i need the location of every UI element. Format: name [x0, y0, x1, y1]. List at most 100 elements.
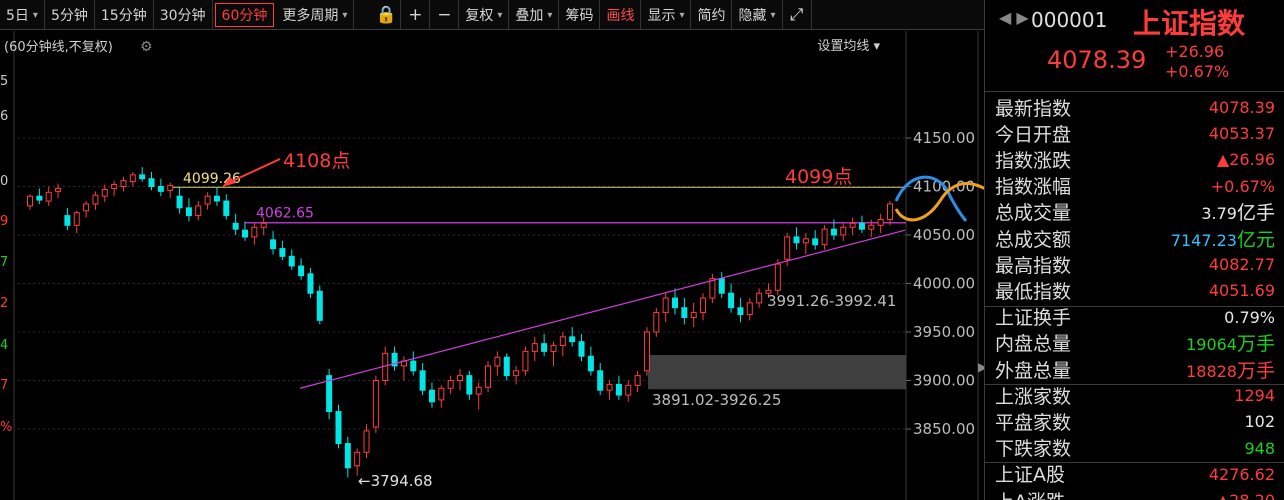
candle-body: [858, 222, 865, 230]
candle-body: [92, 194, 99, 205]
caret-down-icon: ▾: [770, 9, 776, 21]
left-edge-label: 7: [0, 378, 8, 393]
kline-chart-canvas[interactable]: (60分钟线,不复权) ⚙ 设置均线 ▾56097247%4150.004100.0…: [0, 31, 984, 500]
tool-button-0[interactable]: 复权 ▾: [459, 0, 510, 30]
candle-body: [83, 203, 90, 212]
y-tick-label: 3850.00: [913, 420, 975, 438]
stat-number: 7147.23: [1170, 230, 1237, 250]
left-edge-label: %: [0, 420, 12, 435]
candle-body: [868, 224, 875, 230]
stat-number: 4276.62: [1208, 464, 1275, 484]
candle-body: [522, 350, 529, 372]
quote-header: ◀ ▶ 000001 上证指数 4078.39 +26.96 +0.67%: [985, 0, 1284, 92]
lock-icon[interactable]: 🔒: [372, 0, 402, 30]
tool-button-5-label: 简约: [697, 8, 726, 24]
left-edge-label: 9: [0, 214, 8, 229]
stat-value: 7147.23亿元: [1171, 225, 1275, 252]
candle-body: [662, 297, 669, 314]
stat-label: 最新指数: [995, 97, 1072, 120]
stat-value: 4082.77: [1209, 253, 1275, 275]
stat-number: +0.67%: [1210, 176, 1275, 196]
arrow-head-icon: [222, 177, 236, 187]
tool-button-2[interactable]: 筹码: [559, 0, 601, 30]
candle-body: [559, 336, 566, 347]
stat-value: ▲26.96: [1217, 148, 1275, 170]
range-label-1: 3991.26-3992.41: [767, 292, 896, 310]
candle-body: [485, 365, 492, 388]
stat-value: 18828万手: [1186, 356, 1275, 383]
expand-icon[interactable]: ⤢: [783, 0, 812, 30]
candle-body: [428, 389, 435, 403]
candle-body: [643, 331, 650, 372]
candle-body: [830, 228, 837, 236]
candle-body: [73, 212, 80, 226]
collapse-panel-handle[interactable]: ▶: [978, 360, 988, 374]
candle-body: [793, 236, 800, 244]
candle-body: [746, 302, 753, 316]
stat-label: 指数涨幅: [995, 176, 1072, 199]
stat-value: 3.79亿手: [1201, 198, 1275, 225]
tool-button-6[interactable]: 隐藏 ▾: [732, 0, 783, 30]
stat-row: 外盘总量 18828万手: [995, 356, 1275, 382]
stat-row: 最低指数 4051.69: [995, 277, 1275, 303]
tool-button-4[interactable]: 显示 ▾: [641, 0, 692, 30]
stat-unit: 万手: [1236, 359, 1275, 382]
candle-body: [466, 375, 473, 395]
stat-row: 上证A股 4276.62: [995, 461, 1275, 487]
period-tab-2[interactable]: 15分钟: [95, 0, 154, 30]
candle-body: [597, 370, 604, 391]
period-tab-5[interactable]: 更多周期 ▾: [276, 0, 355, 30]
stat-label: 总成交额: [995, 228, 1072, 251]
period-tab-3[interactable]: 30分钟: [154, 0, 213, 30]
stat-value: 4053.37: [1209, 122, 1275, 144]
y-tick-label: 4150.00: [913, 129, 975, 147]
stat-value: ▲28.20: [1217, 489, 1275, 500]
stat-unit: 万手: [1236, 333, 1275, 356]
candle-body: [784, 236, 791, 260]
candle-body: [176, 195, 183, 209]
stat-number: 18828: [1186, 361, 1237, 381]
stats-divider: [985, 384, 1284, 385]
annotation-4099: 4099点: [785, 166, 852, 188]
stat-value: 19064万手: [1186, 329, 1275, 356]
zoom-in-icon[interactable]: +: [401, 0, 431, 30]
period-tab-0[interactable]: 5日 ▾: [0, 0, 45, 30]
stat-label: 平盘家数: [995, 411, 1072, 434]
candle-body: [27, 195, 33, 207]
period-tab-5-label: 更多周期: [282, 8, 339, 24]
period-tab-4-label: 60分钟: [221, 8, 268, 24]
candle-body: [64, 215, 71, 226]
prev-next-icon[interactable]: ◀ ▶: [999, 8, 1029, 27]
arrow-line: [225, 158, 281, 185]
period-tab-4[interactable]: 60分钟: [214, 3, 275, 27]
left-edge-label: 6: [0, 109, 8, 124]
stat-number: 102: [1244, 412, 1275, 432]
tool-button-3[interactable]: 画线: [600, 0, 642, 30]
kline-chart[interactable]: (60分钟线,不复权) ⚙ 设置均线 ▾ 5 6 0 9 7 2 4 7% 4150.00 4100.0…: [0, 31, 984, 500]
candle-body: [354, 451, 361, 467]
candle-body: [587, 355, 594, 372]
left-edge-label: 4: [0, 338, 8, 353]
tool-button-1[interactable]: 叠加 ▾: [509, 0, 560, 30]
stat-value: 4051.69: [1209, 279, 1275, 301]
period-tab-1[interactable]: 5分钟: [45, 0, 95, 30]
zoom-out-icon[interactable]: −: [430, 0, 460, 30]
candle-body: [653, 312, 660, 333]
candle-body: [279, 248, 286, 257]
period-tab-0-label: 5日: [6, 8, 29, 24]
candle-body: [513, 370, 520, 377]
candle-body: [335, 411, 342, 445]
candle-body: [298, 265, 305, 277]
blue-wave-line: [894, 175, 968, 222]
stat-row: 上证换手 0.79%: [995, 304, 1275, 330]
caret-down-icon: ▾: [679, 9, 685, 21]
stat-row: 指数涨幅 +0.67%: [995, 173, 1275, 199]
candle-body: [419, 370, 426, 391]
candle-body: [625, 384, 632, 396]
candle-body: [139, 174, 146, 180]
caret-down-icon: ▾: [497, 9, 503, 21]
stat-row: 总成交量 3.79亿手: [995, 199, 1275, 225]
candle-body: [111, 184, 118, 189]
candle-body: [157, 186, 164, 192]
tool-button-5[interactable]: 简约: [691, 0, 733, 30]
